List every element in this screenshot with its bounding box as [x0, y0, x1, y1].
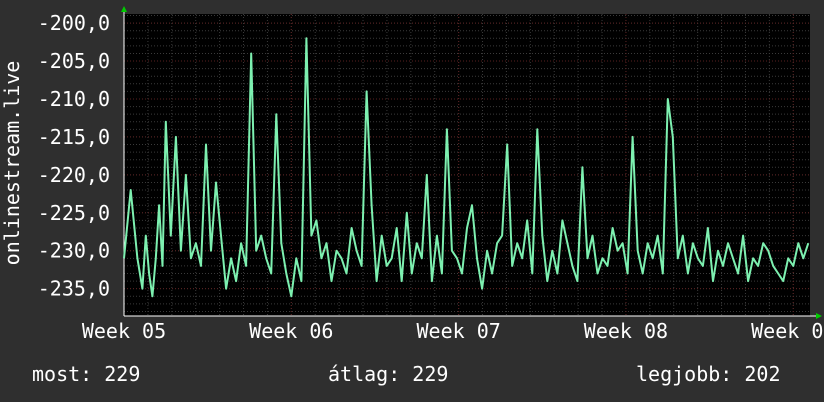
x-tick-label: Week 07 [416, 319, 500, 343]
x-tick-label: Week 06 [249, 319, 333, 343]
y-tick-label: -215,0 [38, 125, 110, 149]
y-axis-arrow [121, 6, 127, 12]
y-axis-label: onlinestream.live [0, 61, 24, 266]
y-tick-label: -235,0 [38, 277, 110, 301]
y-tick-label: -210,0 [38, 87, 110, 111]
x-tick-label: Week 09 [751, 319, 824, 343]
x-tick-label: Week 08 [584, 319, 668, 343]
x-tick-label: Week 05 [82, 319, 166, 343]
stat-current: most: 229 [32, 362, 141, 386]
y-tick-label: -205,0 [38, 49, 110, 73]
series-line [123, 37, 810, 298]
y-tick-label: -220,0 [38, 163, 110, 187]
stat-average: átlag: 229 [328, 362, 449, 386]
plot-area [124, 14, 810, 316]
y-tick-label: -230,0 [38, 239, 110, 263]
y-tick-label: -200,0 [38, 11, 110, 35]
y-tick-label: -225,0 [38, 201, 110, 225]
stat-best: legjobb: 202 [636, 362, 781, 386]
x-axis-arrow [816, 313, 822, 319]
